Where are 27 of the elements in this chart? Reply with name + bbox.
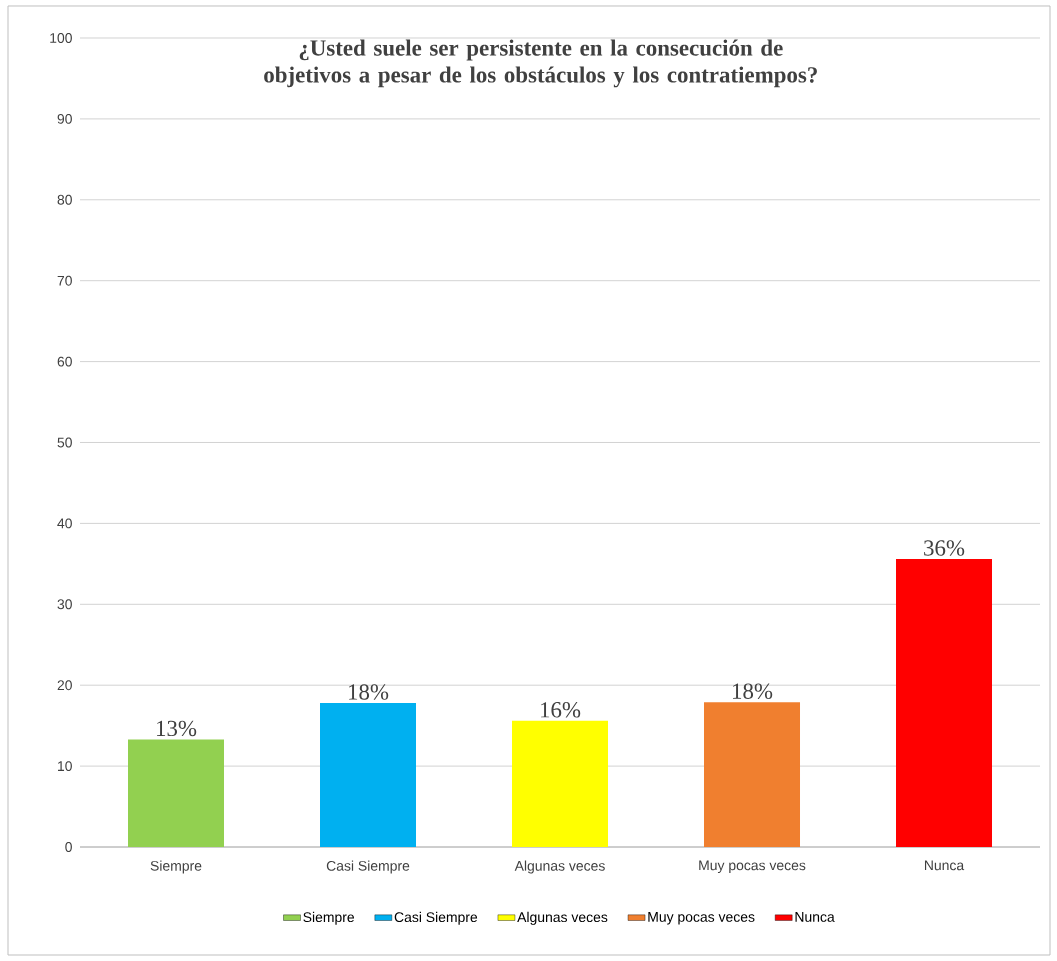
x-tick-label: Casi Siempre [326,860,410,874]
y-tick-label: 30 [57,599,72,610]
y-tick-label: 20 [57,680,72,691]
y-tick-label: 70 [57,275,72,286]
legend-label: Algunas veces [517,911,608,925]
y-tick-label: 10 [58,761,72,772]
y-tick-label: 40 [57,518,72,529]
y-tick-label: 90 [57,113,72,124]
legend-label: Casi Siempre [394,911,478,925]
x-tick-label: Muy pocas veces [699,860,806,874]
y-tick-label: 80 [57,194,72,205]
data-label: 18% [349,684,389,700]
y-tick-label: 50 [57,437,72,448]
data-label: 13% [157,720,197,737]
data-label: 36% [924,540,965,556]
y-tick-label: 100 [50,33,72,43]
y-tick-label: 0 [65,842,72,852]
x-tick-label: Siempre [150,860,202,874]
x-tick-label: Algunas veces [514,860,605,874]
legend-label: Nunca [795,912,835,922]
text: ¿Usted suele ser persistente en la consecución de objetivos a pesar de los obstáculos y los contratiempos? [264,39,817,88]
y-tick-label: 60 [57,356,72,367]
x-tick-label: Nunca [924,860,965,871]
legend-label: Siempre [303,911,355,925]
legend-label: Muy pocas veces [648,912,755,925]
data-label: 16% [541,702,581,718]
data-label: 18% [733,683,773,699]
